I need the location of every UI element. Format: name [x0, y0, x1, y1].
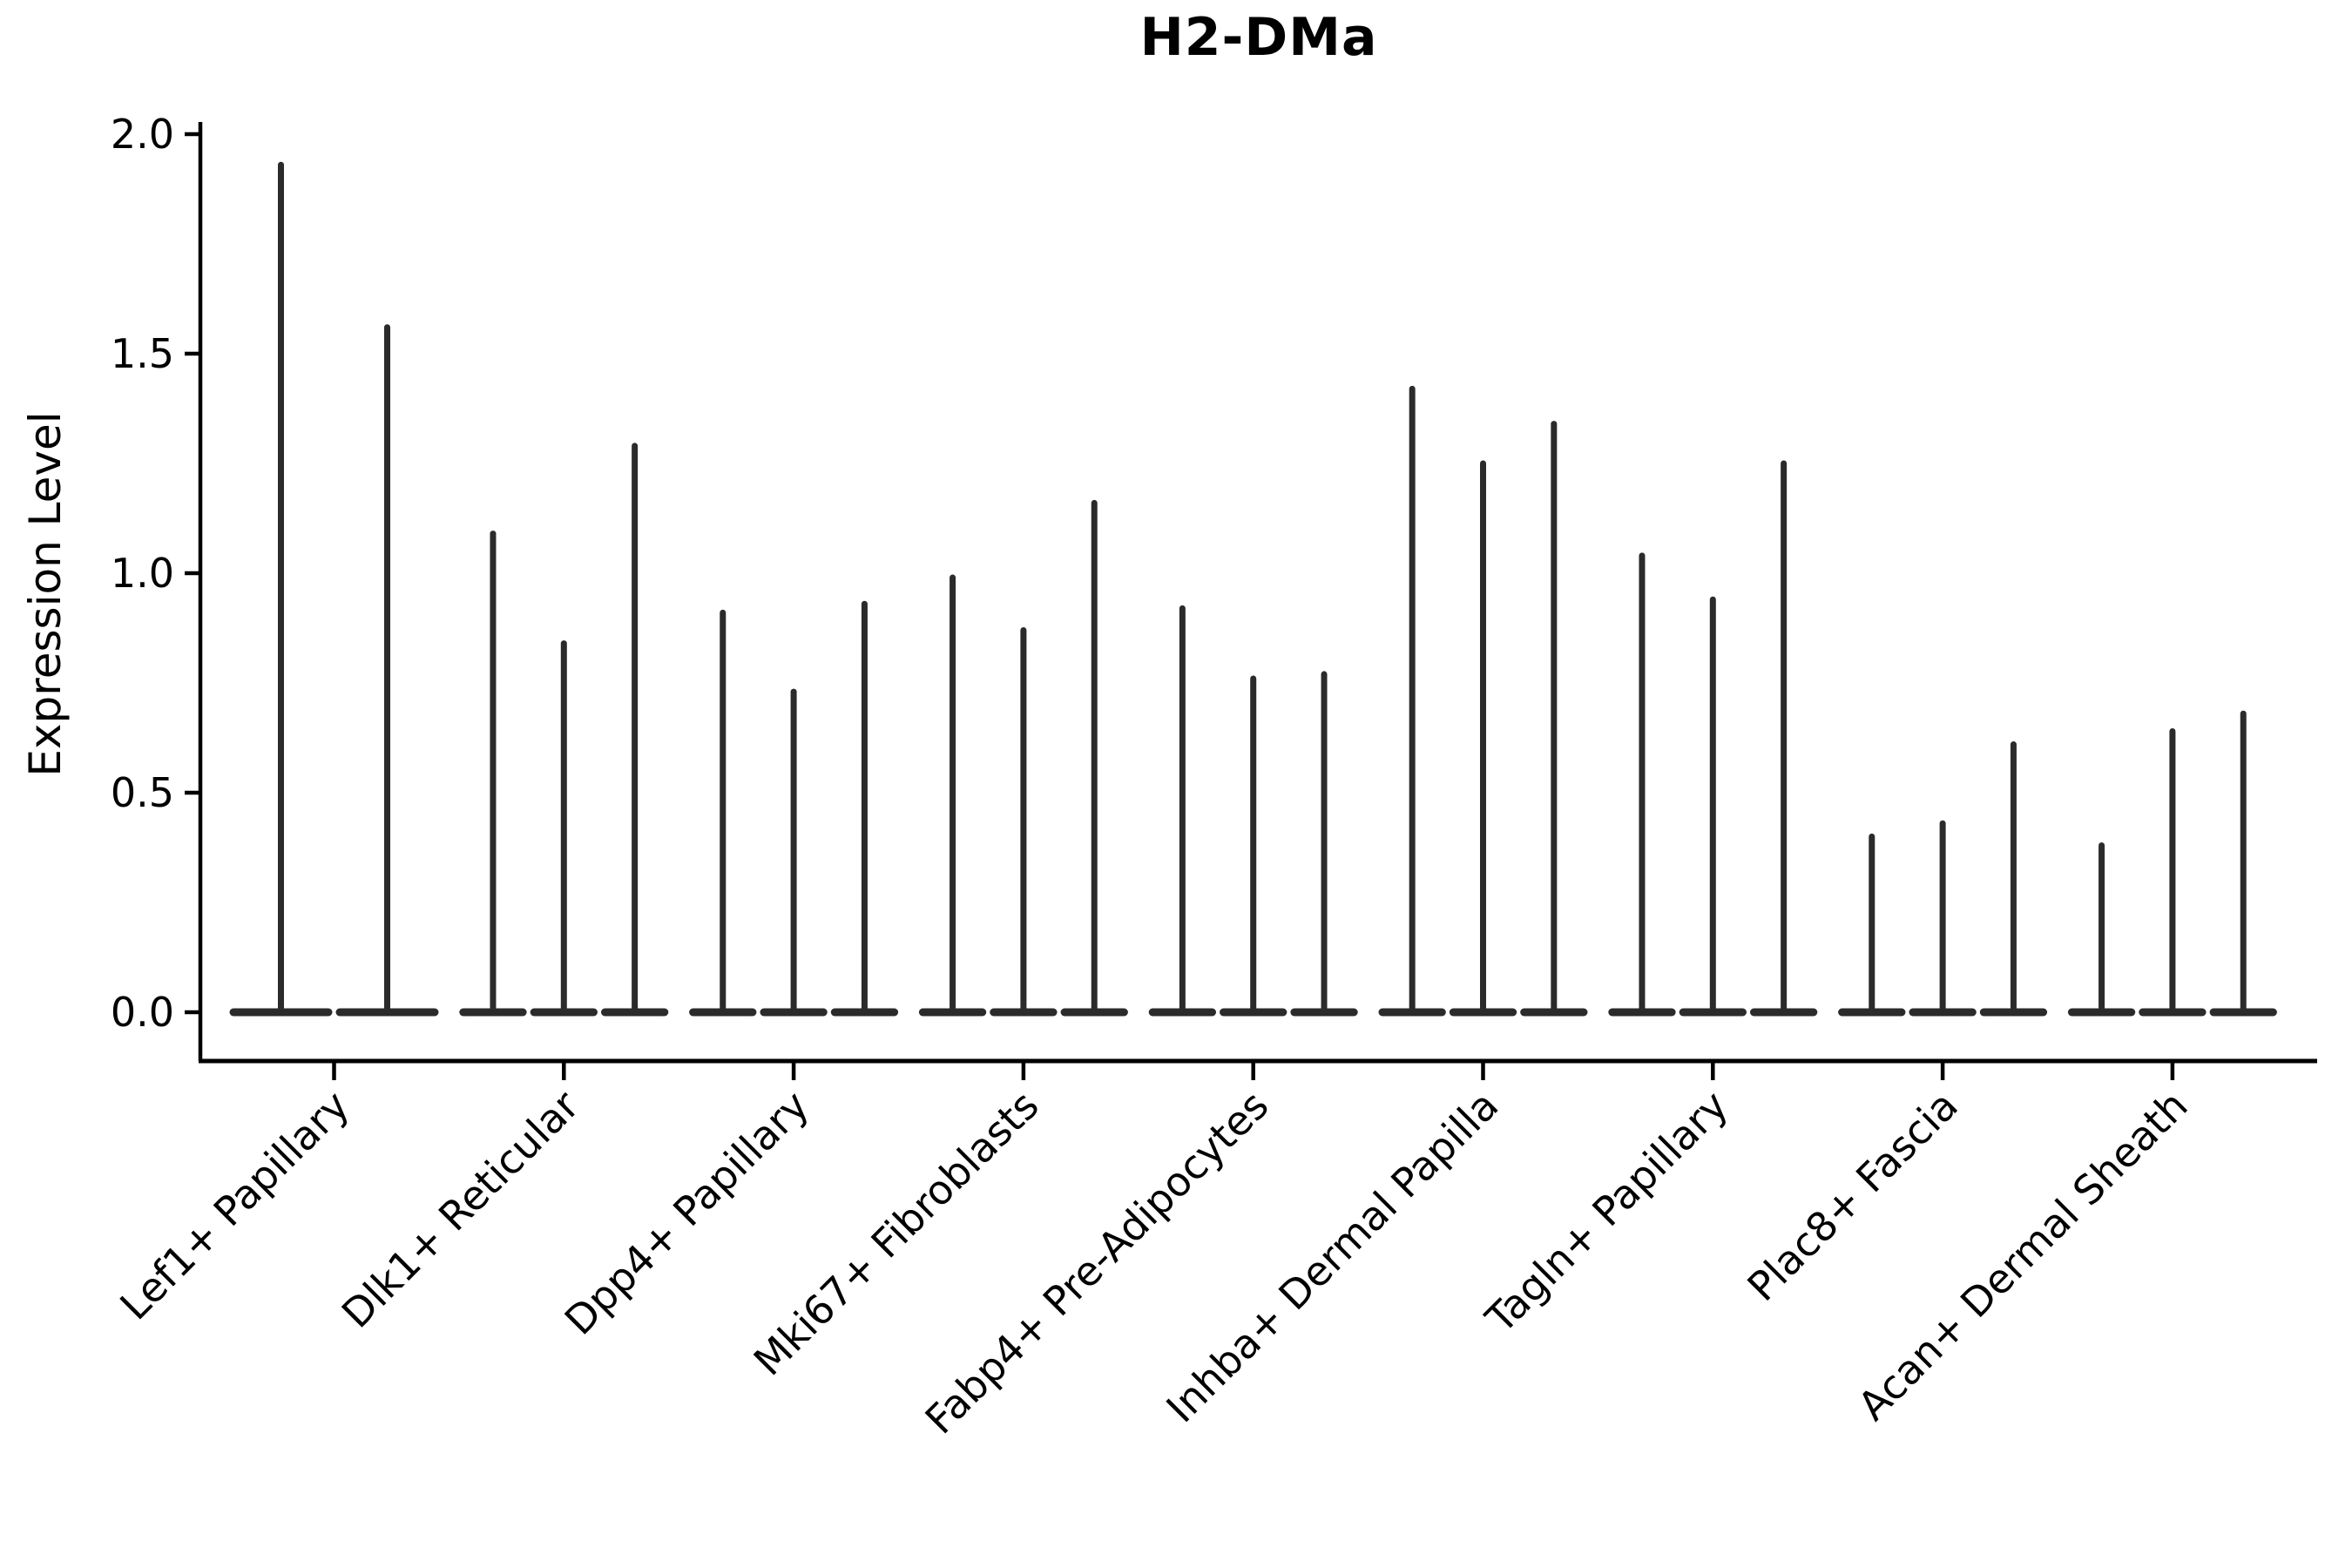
chart-title: H2-DMa: [1139, 7, 1378, 68]
y-axis-tick-label: 1.0: [111, 550, 174, 597]
y-axis-tick-label: 2.0: [111, 111, 174, 158]
x-axis-category-label: Lef1+ Papillary: [111, 1082, 358, 1329]
x-axis-category-label: Plac8+ Fascia: [1738, 1082, 1966, 1310]
x-axis-category-label: Dpp4+ Papillary: [556, 1082, 818, 1344]
x-axis-category-label: Tagln+ Papillary: [1476, 1082, 1737, 1343]
x-axis-category-label: Dlk1+ Reticular: [333, 1082, 588, 1337]
y-axis-tick-label: 1.5: [111, 330, 174, 377]
y-axis-tick-label: 0.0: [111, 989, 174, 1036]
y-axis-tick-label: 0.5: [111, 769, 174, 816]
